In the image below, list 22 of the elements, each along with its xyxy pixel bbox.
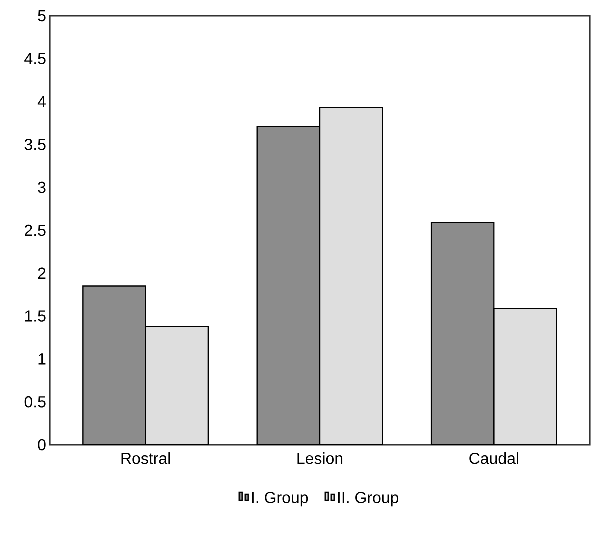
y-tick-label: 2.5 xyxy=(25,224,46,236)
y-tick-label: 3.5 xyxy=(24,139,46,150)
x-tick-label: Rostral xyxy=(122,452,170,464)
y-tick-label: 3 xyxy=(38,182,46,194)
bar xyxy=(494,308,558,445)
bar xyxy=(145,326,210,445)
y-tick-label: 1 xyxy=(38,354,46,365)
y-tick-label: 2 xyxy=(38,268,46,279)
bar xyxy=(256,126,321,445)
bar xyxy=(82,286,146,445)
y-tick-label: 1.5 xyxy=(25,310,46,322)
y-tick-label: 4.5 xyxy=(24,53,46,64)
y-tick-label: 0.5 xyxy=(24,396,46,408)
bar xyxy=(319,107,384,445)
y-tick-label: 5 xyxy=(38,10,46,22)
bar xyxy=(430,222,495,445)
legend-label: I. Group xyxy=(252,492,308,507)
legend-label: II. Group xyxy=(338,492,399,507)
x-tick-label: Caudal xyxy=(470,452,518,464)
y-tick-label: 4 xyxy=(38,96,46,108)
y-tick-label: 0 xyxy=(38,439,46,451)
x-tick-label: Lesion xyxy=(298,452,343,464)
